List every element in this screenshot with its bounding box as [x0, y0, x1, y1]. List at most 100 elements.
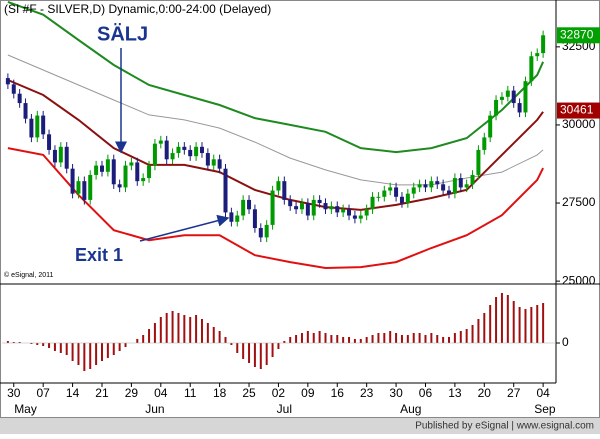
candle-body [429, 181, 434, 188]
candle-body [241, 199, 246, 216]
candle-body [199, 146, 204, 154]
candle-body [129, 162, 134, 166]
price-marker-label: 30461 [560, 103, 594, 117]
x-tick-label: 30 [389, 386, 403, 400]
candle-body [147, 165, 152, 179]
candle-body [335, 206, 340, 213]
x-tick-label: 14 [66, 386, 80, 400]
price-marker [557, 27, 600, 44]
candle-body [505, 90, 510, 97]
candle-body [305, 203, 310, 216]
candle-body [535, 53, 540, 57]
candle-body [135, 162, 140, 182]
candle-body [470, 174, 475, 185]
candle-body [376, 196, 381, 198]
x-tick-label: 25 [242, 386, 256, 400]
candle-body [70, 168, 75, 194]
x-tick-label: 07 [36, 386, 50, 400]
candle-body [35, 115, 40, 138]
footer: Published by eSignal | www.esignal.com [415, 421, 594, 432]
candle-body [82, 181, 87, 200]
candle-body [117, 184, 122, 188]
candle-body [529, 56, 534, 82]
candle-body [458, 178, 463, 188]
x-tick-label: 29 [125, 386, 139, 400]
candle-body [411, 187, 416, 194]
candle-body [488, 115, 493, 138]
x-tick-label: 30 [7, 386, 21, 400]
candle-body [323, 203, 328, 210]
candle-body [247, 199, 252, 210]
candle-body [264, 224, 269, 238]
candle-body [258, 228, 263, 238]
x-tick-label: 11 [184, 386, 197, 400]
candle-body [417, 184, 422, 188]
candle-body [288, 199, 293, 207]
candle-body [176, 146, 181, 154]
x-tick-label: 20 [478, 386, 492, 400]
candle-body [170, 153, 175, 160]
x-tick-label: 04 [536, 386, 550, 400]
candle-body [347, 209, 352, 216]
month-label: Sep [534, 402, 556, 416]
candle-body [511, 90, 516, 104]
candle-body [447, 190, 452, 194]
candle-body [317, 199, 322, 204]
candle-body [358, 215, 363, 219]
candle-body [29, 118, 34, 138]
candle-body [194, 146, 199, 157]
price-marker-label: 32870 [560, 27, 594, 41]
x-tick-label: 02 [272, 386, 286, 400]
candle-body [494, 99, 499, 116]
candle-body [370, 196, 375, 210]
candle-body [111, 159, 116, 185]
candle-body [282, 181, 287, 200]
x-tick-label: 16 [331, 386, 345, 400]
candle-body [452, 178, 457, 194]
candle-body [141, 178, 146, 182]
y-tick-label: 0 [562, 335, 569, 349]
candle-body [499, 96, 504, 100]
candle-body [294, 206, 299, 210]
copyright: © eSignal, 2011 [4, 271, 54, 279]
candle-body [482, 137, 487, 150]
candle-body [211, 159, 216, 166]
candle-body [94, 165, 99, 175]
candle-body [52, 149, 57, 163]
x-tick-label: 18 [213, 386, 227, 400]
candle-body [476, 149, 481, 175]
candle-body [341, 209, 346, 213]
x-tick-label: 23 [360, 386, 374, 400]
candle-body [394, 187, 399, 197]
candle-body [58, 146, 63, 163]
candle-body [64, 146, 69, 169]
candle-body [41, 115, 46, 135]
candle-body [270, 190, 275, 225]
y-tick-label: 25000 [562, 273, 596, 287]
annotation-arrow [139, 214, 230, 242]
candle-body [517, 103, 522, 113]
candle-body [23, 103, 28, 119]
candle-body [5, 78, 10, 85]
x-tick-label: 09 [301, 386, 315, 400]
candle-body [158, 140, 163, 144]
candle-body [252, 209, 257, 229]
candle-body [188, 149, 193, 157]
x-tick-label: 21 [95, 386, 109, 400]
candle-body [88, 174, 93, 200]
candle-body [311, 199, 316, 216]
price-marker [557, 102, 600, 119]
annotation: SÄLJ [97, 22, 148, 45]
candle-body [182, 146, 187, 150]
candle-body [152, 143, 157, 166]
candle-body [399, 196, 404, 204]
candle-body [435, 181, 440, 185]
candle-body [364, 209, 369, 216]
x-tick-label: 27 [507, 386, 521, 400]
footer-bar [0, 418, 600, 434]
candle-body [464, 184, 469, 188]
x-tick-label: 04 [154, 386, 168, 400]
candle-body [299, 203, 304, 210]
candle-body [235, 215, 240, 222]
y-tick-label: 30000 [562, 117, 596, 131]
